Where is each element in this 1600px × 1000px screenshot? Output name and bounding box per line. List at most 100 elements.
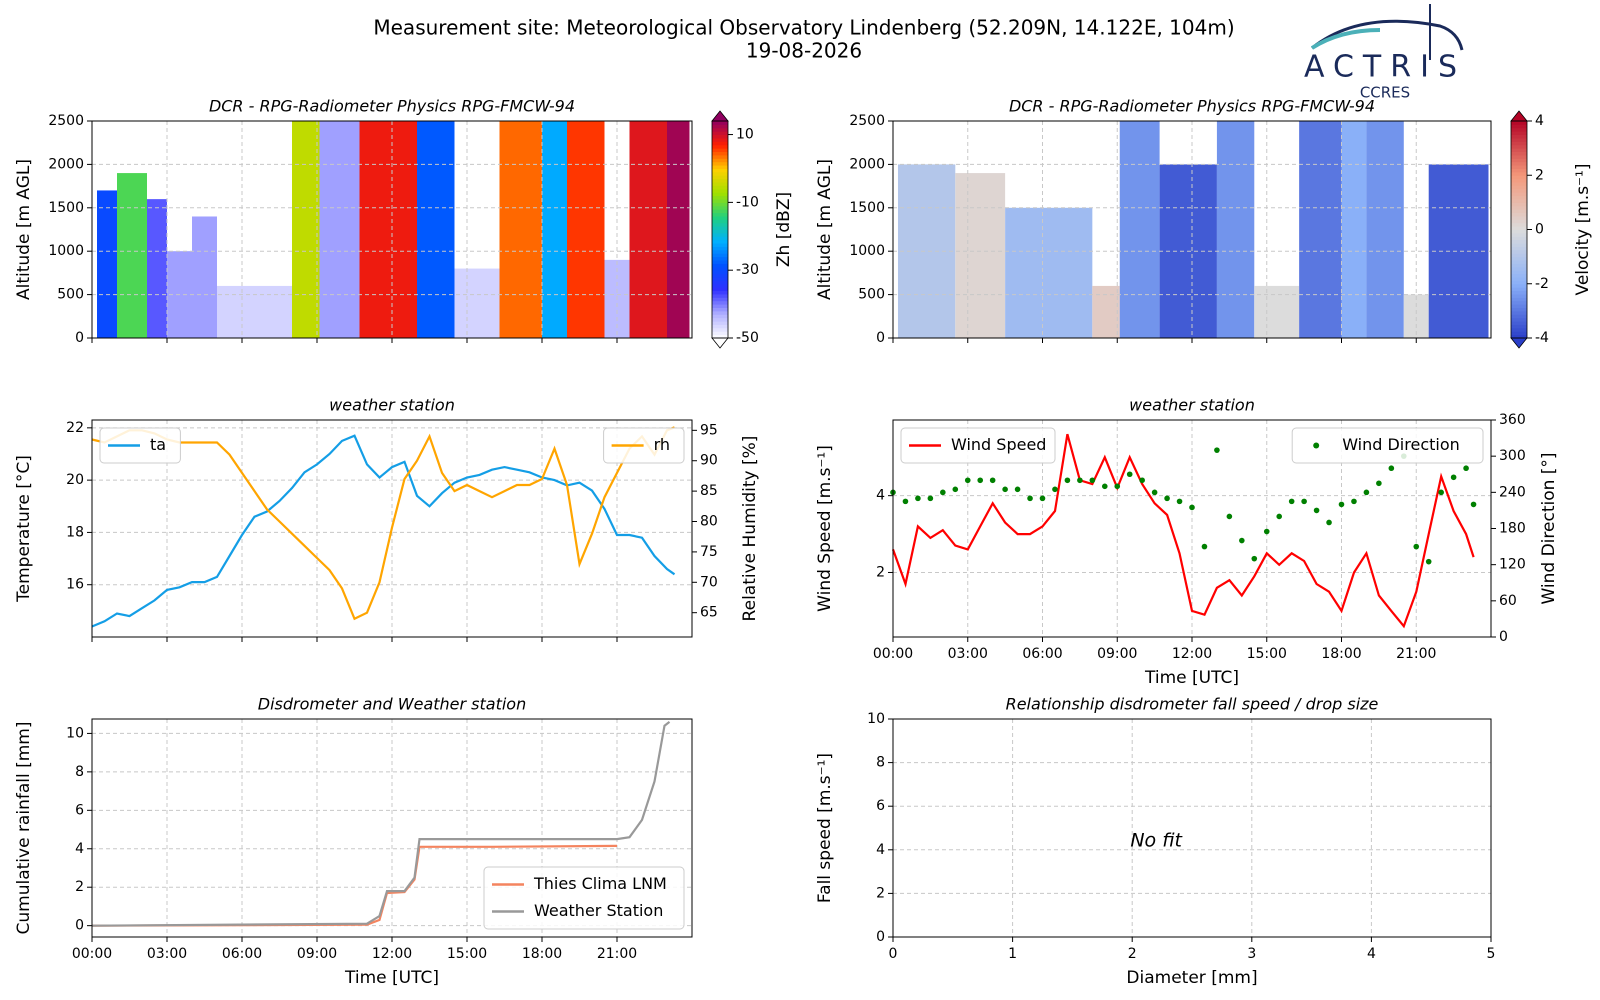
legend-box bbox=[99, 427, 181, 464]
logo-text: ACTRIS bbox=[1304, 50, 1466, 85]
data-point bbox=[902, 498, 909, 505]
colorbar-slice bbox=[1511, 198, 1527, 203]
data-point bbox=[1201, 543, 1208, 550]
colorbar-slice bbox=[1511, 175, 1527, 180]
colorbar-slice bbox=[712, 209, 728, 214]
heatmap-cell bbox=[567, 121, 605, 338]
y2-tick-label: 75 bbox=[700, 544, 718, 560]
y-tick-label: 2500 bbox=[849, 113, 885, 129]
colorbar-slice bbox=[1511, 293, 1527, 298]
colorbar-slice bbox=[1511, 260, 1527, 264]
colorbar-slice bbox=[712, 178, 728, 183]
colorbar-slice bbox=[1511, 249, 1527, 254]
data-point bbox=[1376, 480, 1382, 487]
legend-label: rh bbox=[654, 435, 670, 454]
heatmap-cell bbox=[1005, 207, 1093, 338]
colorbar-slice bbox=[1511, 212, 1527, 217]
colorbar-slice bbox=[712, 304, 728, 308]
y2-tick-label: 180 bbox=[1499, 521, 1526, 537]
heatmap-cell bbox=[1366, 121, 1404, 338]
y-tick-label: 1000 bbox=[849, 243, 885, 259]
colorbar-slice bbox=[1511, 266, 1527, 271]
colorbar-slice bbox=[712, 266, 728, 271]
colorbar-slice bbox=[712, 331, 728, 336]
colorbar-slice bbox=[712, 185, 728, 190]
x-tick-label: 2 bbox=[1128, 946, 1137, 962]
colorbar-slice bbox=[1511, 236, 1527, 241]
colorbar-slice bbox=[1511, 232, 1527, 237]
colorbar-slice bbox=[1511, 256, 1527, 261]
colorbar-slice bbox=[1511, 243, 1527, 247]
y-tick-label: 0 bbox=[876, 929, 885, 945]
heatmap-cell bbox=[1299, 121, 1342, 338]
y-axis-label: Altitude [m AGL] bbox=[815, 159, 835, 300]
plot-title: DCR - RPG-Radiometer Physics RPG-FMCW-94 bbox=[1009, 97, 1375, 116]
x-tick-label: 4 bbox=[1367, 946, 1376, 962]
y2-tick-label: 90 bbox=[700, 453, 718, 469]
data-point bbox=[1164, 495, 1170, 502]
colorbar-slice bbox=[712, 219, 728, 224]
heatmap-cell bbox=[147, 199, 167, 338]
heatmap-cell bbox=[454, 268, 500, 338]
colorbar-slice bbox=[712, 124, 728, 129]
annotation: No fit bbox=[1130, 830, 1183, 852]
y2-tick-label: 60 bbox=[1499, 593, 1517, 609]
colorbar-slice bbox=[712, 287, 728, 292]
colorbar-slice bbox=[712, 310, 728, 315]
legend-label: Thies Clima LNM bbox=[533, 874, 667, 893]
x-tick-label: 06:00 bbox=[1022, 646, 1062, 662]
data-point bbox=[915, 495, 921, 502]
colorbar-frame bbox=[711, 120, 729, 339]
x-tick-label: 1 bbox=[1008, 946, 1017, 962]
y-tick-label: 2 bbox=[75, 879, 84, 895]
heatmap-cell bbox=[667, 121, 690, 338]
y-tick-label: 500 bbox=[858, 287, 885, 303]
x-tick-label: 12:00 bbox=[372, 946, 412, 962]
logo: ACTRIS CCRES bbox=[1304, 4, 1466, 102]
colorbar-slice bbox=[712, 151, 728, 156]
colorbar-slice bbox=[1511, 222, 1527, 227]
y2-axis-label: Relative Humidity [%] bbox=[740, 436, 760, 622]
y-tick-label: 4 bbox=[876, 842, 885, 858]
colorbar-slice bbox=[1511, 141, 1527, 146]
colorbar-slice bbox=[1511, 185, 1527, 190]
colorbar-slice bbox=[1511, 121, 1527, 125]
colorbar-slice bbox=[1511, 226, 1527, 230]
x-tick-label: 09:00 bbox=[297, 946, 337, 962]
colorbar-slice bbox=[1511, 178, 1527, 183]
data-point bbox=[1450, 474, 1457, 481]
colorbar-slice bbox=[1511, 148, 1527, 153]
y-axis-label: Fall speed [m.s⁻¹] bbox=[815, 753, 835, 903]
data-point bbox=[1288, 498, 1295, 505]
logo-subtext: CCRES bbox=[1360, 84, 1410, 102]
colorbar-slice bbox=[1511, 314, 1527, 319]
data-point bbox=[1326, 519, 1332, 526]
colorbar-slice bbox=[1511, 310, 1527, 315]
heatmap-cell bbox=[542, 121, 567, 338]
heatmap-cell bbox=[1341, 121, 1367, 338]
colorbar-slice bbox=[1511, 239, 1527, 244]
colorbar-slice bbox=[712, 273, 728, 278]
colorbar-slice bbox=[712, 212, 728, 217]
y-tick-label: 0 bbox=[876, 330, 885, 346]
colorbar-slice bbox=[712, 253, 728, 258]
heatmap-cell bbox=[319, 121, 360, 338]
data-point bbox=[1077, 477, 1083, 484]
colorbar-slice bbox=[712, 280, 728, 285]
colorbar-slice bbox=[1511, 253, 1527, 258]
colorbar-slice bbox=[1511, 154, 1527, 159]
colorbar-slice bbox=[712, 229, 728, 234]
x-tick-label: 09:00 bbox=[1097, 646, 1137, 662]
colorbar-slice bbox=[712, 283, 728, 288]
colorbar-slice bbox=[712, 195, 728, 200]
colorbar-slice bbox=[1511, 195, 1527, 200]
y2-tick-label: 85 bbox=[700, 483, 718, 499]
colorbar-slice bbox=[712, 307, 728, 312]
data-point bbox=[1313, 507, 1320, 514]
heatmap-cell bbox=[1254, 285, 1300, 338]
data-line bbox=[891, 433, 1475, 629]
y-tick-label: 2000 bbox=[48, 156, 84, 172]
colorbar-slice bbox=[1511, 270, 1527, 275]
colorbar-extend bbox=[711, 110, 729, 122]
y2-tick-label: 80 bbox=[700, 514, 718, 530]
